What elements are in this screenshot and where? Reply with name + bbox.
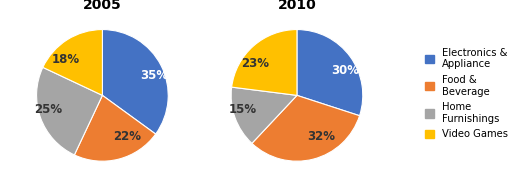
Title: 2010: 2010 [278, 0, 316, 12]
Text: 25%: 25% [34, 103, 62, 116]
Wedge shape [252, 95, 359, 161]
Wedge shape [231, 87, 297, 143]
Wedge shape [74, 95, 156, 161]
Text: 18%: 18% [51, 53, 79, 66]
Wedge shape [231, 30, 297, 95]
Text: 15%: 15% [228, 103, 257, 116]
Text: 35%: 35% [140, 69, 168, 82]
Text: 32%: 32% [308, 130, 335, 143]
Text: 30%: 30% [332, 64, 359, 77]
Title: 2005: 2005 [83, 0, 122, 12]
Text: 23%: 23% [241, 57, 269, 70]
Legend: Electronics &
Appliance, Food &
Beverage, Home
Furnishings, Video Games: Electronics & Appliance, Food & Beverage… [422, 45, 511, 142]
Wedge shape [102, 30, 168, 134]
Wedge shape [297, 30, 363, 116]
Wedge shape [36, 67, 102, 155]
Text: 22%: 22% [113, 130, 141, 143]
Wedge shape [43, 30, 102, 95]
